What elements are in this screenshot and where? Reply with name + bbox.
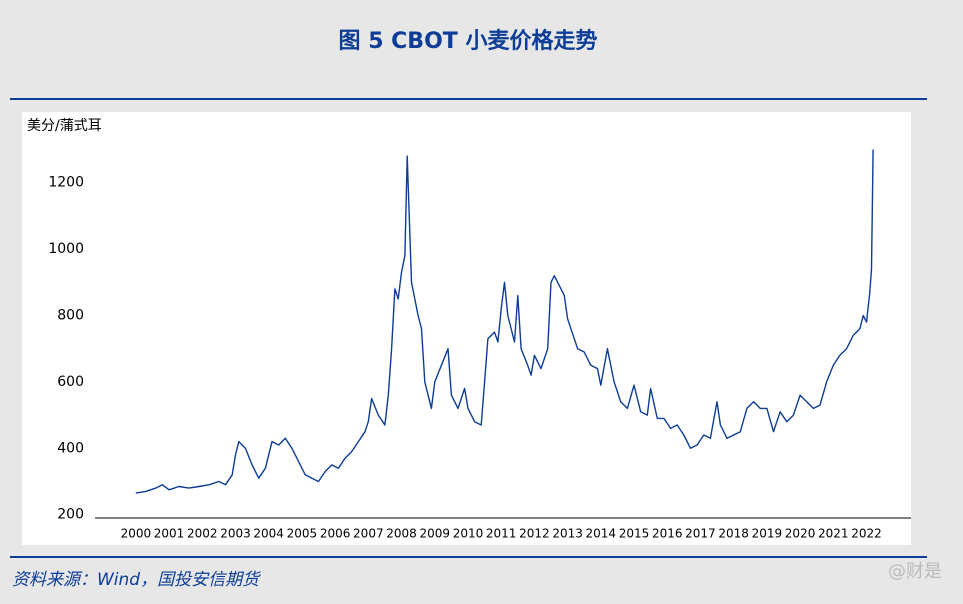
x-tick-label: 2019 [752, 527, 783, 541]
plot-background [22, 112, 911, 545]
x-tick-label: 2003 [220, 527, 251, 541]
x-tick-label: 2001 [154, 527, 185, 541]
x-tick-label: 2006 [320, 527, 351, 541]
x-tick-label: 2010 [453, 527, 484, 541]
x-tick-label: 2020 [785, 527, 816, 541]
y-tick-label: 1000 [48, 241, 84, 257]
x-tick-label: 2016 [652, 527, 683, 541]
x-tick-label: 2009 [419, 527, 450, 541]
x-tick-label: 2007 [353, 527, 384, 541]
x-tick-label: 2000 [121, 527, 152, 541]
x-tick-label: 2005 [287, 527, 318, 541]
x-tick-label: 2015 [619, 527, 650, 541]
x-tick-label: 2018 [718, 527, 749, 541]
x-tick-label: 2017 [685, 527, 716, 541]
x-tick-label: 2002 [187, 527, 218, 541]
watermark: @财是 [888, 561, 942, 582]
y-tick-label: 1200 [48, 175, 84, 191]
x-tick-label: 2022 [851, 527, 882, 541]
y-tick-label: 600 [57, 374, 84, 390]
y-tick-label: 400 [57, 440, 84, 456]
price-line [135, 149, 874, 494]
source-note: 资料来源：Wind，国投安信期货 [12, 570, 261, 590]
x-tick-label: 2021 [818, 527, 849, 541]
y-tick-label: 800 [57, 307, 84, 323]
x-tick-label: 2011 [486, 527, 517, 541]
x-tick-label: 2008 [386, 527, 417, 541]
x-tick-label: 2013 [552, 527, 583, 541]
x-tick-label: 2012 [519, 527, 550, 541]
y-tick-label: 200 [57, 507, 84, 523]
y-axis-label: 美分/蒲式耳 [27, 118, 102, 134]
chart-title: 图 5 CBOT 小麦价格走势 [339, 28, 598, 54]
x-tick-label: 2014 [586, 527, 617, 541]
x-tick-label: 2004 [253, 527, 284, 541]
